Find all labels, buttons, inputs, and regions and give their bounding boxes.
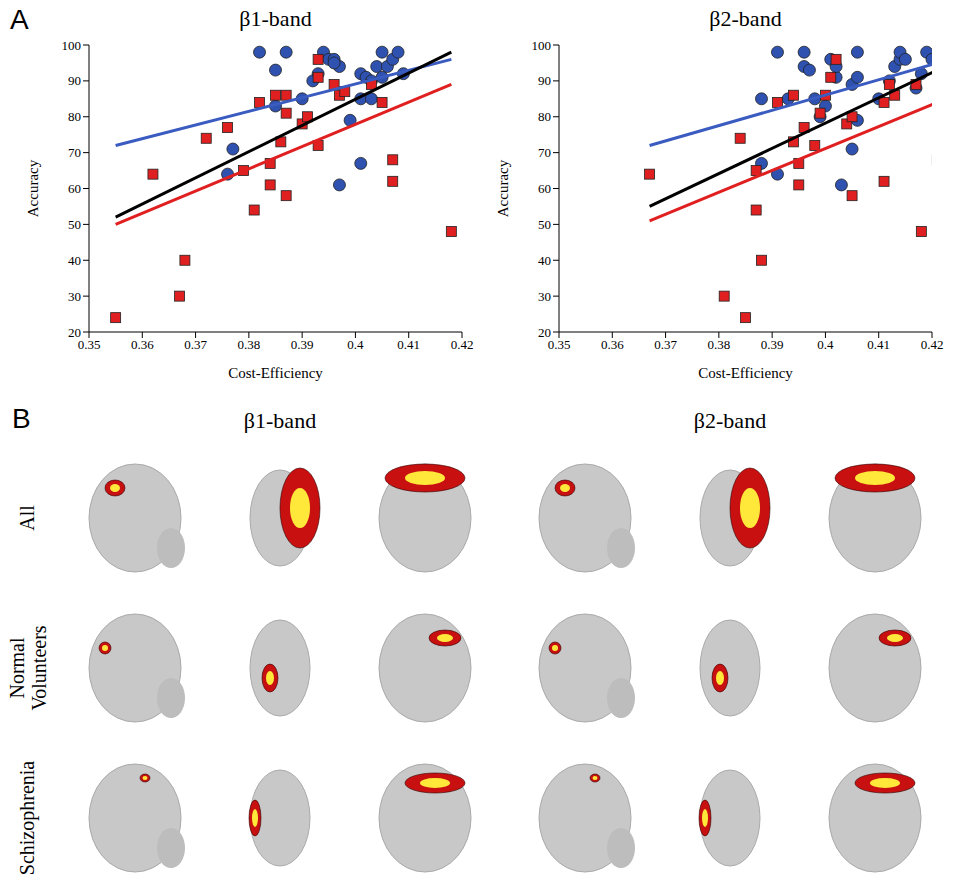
svg-text:90: 90: [68, 73, 81, 88]
svg-text:β2-band: β2-band: [694, 408, 766, 433]
svg-text:Cost-Efficiency: Cost-Efficiency: [228, 365, 323, 381]
svg-text:80: 80: [68, 109, 81, 124]
svg-text:0.42: 0.42: [921, 337, 944, 352]
svg-text:30: 30: [68, 289, 81, 304]
svg-text:0.36: 0.36: [601, 337, 624, 352]
svg-text:0.41: 0.41: [397, 337, 420, 352]
svg-text:0.36: 0.36: [131, 337, 154, 352]
svg-text:0.4: 0.4: [347, 337, 364, 352]
svg-text:100: 100: [62, 40, 82, 53]
svg-text:0.35: 0.35: [78, 337, 101, 352]
svg-text:B: B: [12, 403, 31, 434]
svg-text:60: 60: [68, 181, 81, 196]
svg-text:NormalVolunteers: NormalVolunteers: [6, 625, 50, 710]
svg-text:0.39: 0.39: [291, 337, 314, 352]
svg-text:0.39: 0.39: [761, 337, 784, 352]
svg-text:0.35: 0.35: [548, 337, 571, 352]
svg-text:20: 20: [68, 325, 81, 340]
svg-text:0.38: 0.38: [237, 337, 260, 352]
svg-text:60: 60: [538, 181, 551, 196]
svg-text:0.38: 0.38: [707, 337, 730, 352]
svg-text:80: 80: [538, 109, 551, 124]
svg-text:0.4: 0.4: [817, 337, 834, 352]
svg-text:50: 50: [68, 217, 81, 232]
svg-text:70: 70: [538, 145, 551, 160]
svg-text:Accuracy: Accuracy: [495, 159, 511, 217]
svg-text:0.42: 0.42: [451, 337, 474, 352]
svg-text:Schizophrenia: Schizophrenia: [16, 761, 39, 876]
html-text:β1-band: β1-band: [239, 6, 312, 31]
html-text:A: A: [10, 4, 29, 35]
svg-text:40: 40: [68, 253, 81, 268]
svg-text:0.37: 0.37: [184, 337, 207, 352]
svg-text:All: All: [16, 505, 38, 531]
svg-text:β1-band: β1-band: [244, 408, 316, 433]
svg-text:0.37: 0.37: [654, 337, 677, 352]
svg-text:70: 70: [68, 145, 81, 160]
svg-text:30: 30: [538, 289, 551, 304]
svg-text:Cost-Efficiency: Cost-Efficiency: [698, 365, 793, 381]
svg-text:50: 50: [538, 217, 551, 232]
svg-text:40: 40: [538, 253, 551, 268]
svg-text:90: 90: [538, 73, 551, 88]
svg-text:100: 100: [532, 40, 552, 53]
svg-text:20: 20: [538, 325, 551, 340]
svg-text:0.41: 0.41: [867, 337, 890, 352]
svg-text:Accuracy: Accuracy: [25, 159, 41, 217]
html-text:β2-band: β2-band: [709, 6, 782, 31]
